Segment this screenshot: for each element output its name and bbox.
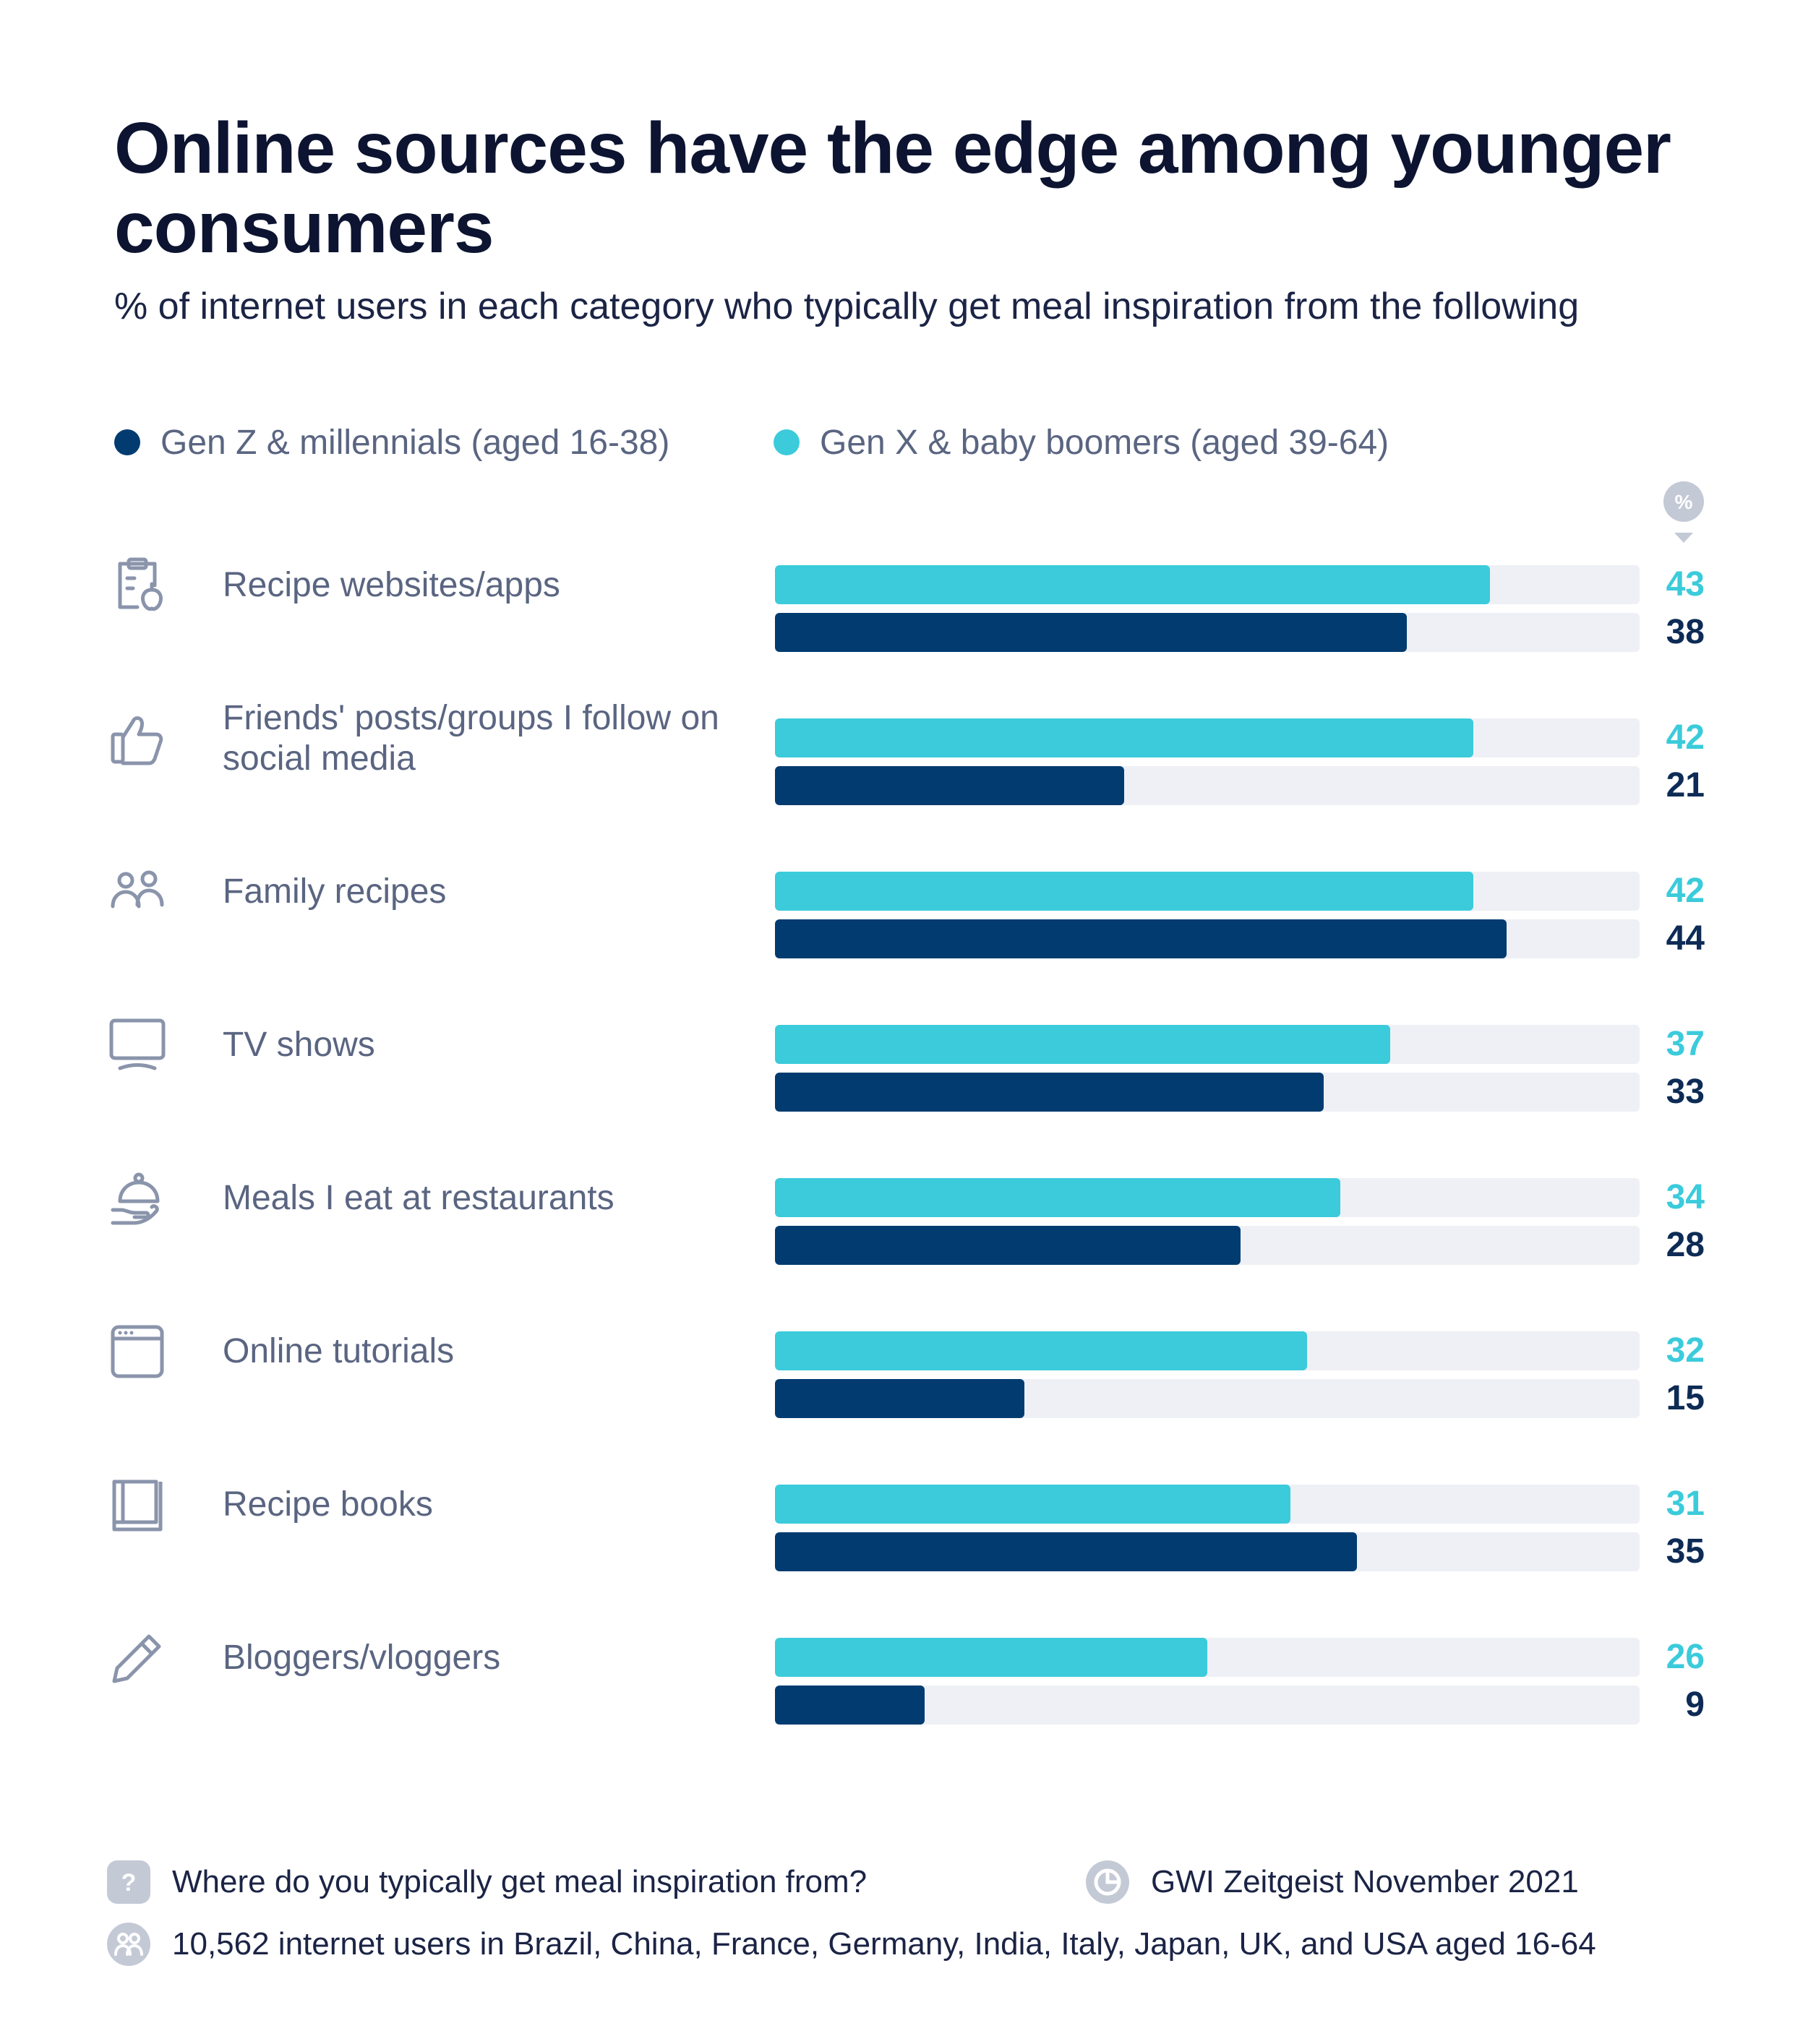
bar-row-bloggers-vloggers: Bloggers/vloggers 26 9 xyxy=(0,1593,1816,1725)
data-label: 42 xyxy=(1666,872,1705,910)
legend-item-gen-z: Gen Z & millennials (aged 16-38) xyxy=(114,419,669,465)
data-label: 9 xyxy=(1685,1686,1705,1724)
bar-track xyxy=(775,1025,1640,1064)
bar-track xyxy=(775,872,1640,911)
footer-question: ? Where do you typically get meal inspir… xyxy=(107,1859,867,1905)
legend-label-gen-x: Gen X & baby boomers (aged 39-64) xyxy=(820,423,1389,462)
bar-track xyxy=(775,1485,1640,1524)
bar-row-tv-shows: TV shows 37 33 xyxy=(0,980,1816,1112)
bar-row-online-tutorials: Online tutorials 32 15 xyxy=(0,1287,1816,1418)
data-label: 32 xyxy=(1666,1331,1705,1370)
data-label: 37 xyxy=(1666,1025,1705,1063)
category-label: Family recipes xyxy=(223,872,447,911)
category-label: Meals I eat at restaurants xyxy=(223,1179,614,1217)
data-label: 21 xyxy=(1666,766,1705,804)
footer-base-text: 10,562 internet users in Brazil, China, … xyxy=(172,1926,1596,1962)
data-label: 33 xyxy=(1666,1073,1705,1111)
footer-source: GWI Zeitgeist November 2021 xyxy=(1086,1859,1579,1905)
serving-cloche-icon xyxy=(108,1169,166,1227)
bar-track xyxy=(775,718,1640,757)
bar-track xyxy=(775,1686,1640,1725)
category-label: Friends' posts/groups I follow on social… xyxy=(223,699,719,778)
data-label: 34 xyxy=(1666,1178,1705,1216)
browser-window-icon xyxy=(108,1323,166,1380)
thumbs-up-icon xyxy=(108,710,166,768)
bar-row-friends-posts-groups-i-follow-on-social-media: Friends' posts/groups I follow on social… xyxy=(0,674,1816,805)
bar-gen-z-millennials xyxy=(775,1686,925,1725)
bar-track xyxy=(775,1638,1640,1677)
bar-row-recipe-websites-apps: Recipe websites/apps 43 38 xyxy=(0,520,1816,652)
bar-row-meals-i-eat-at-restaurants: Meals I eat at restaurants 34 28 xyxy=(0,1133,1816,1265)
people-icon xyxy=(108,863,166,921)
bar-gen-z-millennials xyxy=(775,766,1124,805)
data-label: 44 xyxy=(1666,919,1705,958)
bar-gen-x-boomers xyxy=(775,1485,1290,1524)
bar-track xyxy=(775,919,1640,958)
category-label: Online tutorials xyxy=(223,1332,455,1370)
percent-unit-text: % xyxy=(1675,491,1693,513)
bar-track xyxy=(775,613,1640,652)
bar-gen-x-boomers xyxy=(775,1331,1307,1370)
pencil-icon xyxy=(108,1629,166,1687)
bar-gen-x-boomers xyxy=(775,1638,1207,1677)
data-label: 38 xyxy=(1666,613,1705,651)
data-label: 43 xyxy=(1666,565,1705,604)
bar-gen-z-millennials xyxy=(775,1226,1241,1265)
bar-gen-z-millennials xyxy=(775,1073,1324,1112)
tv-icon xyxy=(108,1016,166,1074)
data-label: 28 xyxy=(1666,1226,1705,1264)
gwi-logo-icon xyxy=(1086,1860,1129,1904)
question-icon: ? xyxy=(107,1860,150,1904)
bar-track xyxy=(775,1073,1640,1112)
bar-gen-x-boomers xyxy=(775,718,1473,757)
category-label: Bloggers/vloggers xyxy=(223,1639,501,1677)
bar-track xyxy=(775,1532,1640,1571)
bar-gen-z-millennials xyxy=(775,1532,1357,1571)
category-label: Recipe books xyxy=(223,1485,433,1524)
bar-track xyxy=(775,1331,1640,1370)
bar-gen-x-boomers xyxy=(775,1025,1390,1064)
bar-row-family-recipes: Family recipes 42 44 xyxy=(0,827,1816,958)
data-label: 31 xyxy=(1666,1485,1705,1523)
legend-dot-gen-x xyxy=(774,429,800,455)
bar-track xyxy=(775,1226,1640,1265)
chart-title: Online sources have the edge among young… xyxy=(114,108,1671,268)
bar-track xyxy=(775,1379,1640,1418)
bar-gen-z-millennials xyxy=(775,1379,1024,1418)
bar-track xyxy=(775,1178,1640,1217)
data-label: 35 xyxy=(1666,1532,1705,1571)
bar-track xyxy=(775,565,1640,604)
footer-question-text: Where do you typically get meal inspirat… xyxy=(172,1864,868,1899)
category-label: Recipe websites/apps xyxy=(223,566,560,604)
bar-track xyxy=(775,766,1640,805)
bar-gen-z-millennials xyxy=(775,919,1507,958)
data-label: 42 xyxy=(1666,718,1705,757)
legend-dot-gen-z xyxy=(114,429,140,455)
legend-item-gen-x: Gen X & baby boomers (aged 39-64) xyxy=(774,419,1389,465)
legend-label-gen-z: Gen Z & millennials (aged 16-38) xyxy=(160,423,670,462)
data-label: 15 xyxy=(1666,1379,1705,1417)
bar-gen-x-boomers xyxy=(775,565,1490,604)
svg-text:?: ? xyxy=(121,1869,137,1897)
book-icon xyxy=(108,1476,166,1534)
footer-source-text: GWI Zeitgeist November 2021 xyxy=(1151,1864,1579,1899)
footer-base: 10,562 internet users in Brazil, China, … xyxy=(107,1921,1596,1967)
bar-gen-x-boomers xyxy=(775,872,1473,911)
category-label: TV shows xyxy=(223,1026,375,1064)
bar-gen-x-boomers xyxy=(775,1178,1340,1217)
percent-unit-badge: % xyxy=(1663,481,1704,543)
clipboard-apple-icon xyxy=(108,557,166,614)
bar-gen-z-millennials xyxy=(775,613,1407,652)
chart-subtitle: % of internet users in each category who… xyxy=(114,285,1580,327)
bar-row-recipe-books: Recipe books 31 35 xyxy=(0,1440,1816,1571)
data-label: 26 xyxy=(1666,1638,1705,1676)
respondents-icon xyxy=(107,1923,150,1966)
